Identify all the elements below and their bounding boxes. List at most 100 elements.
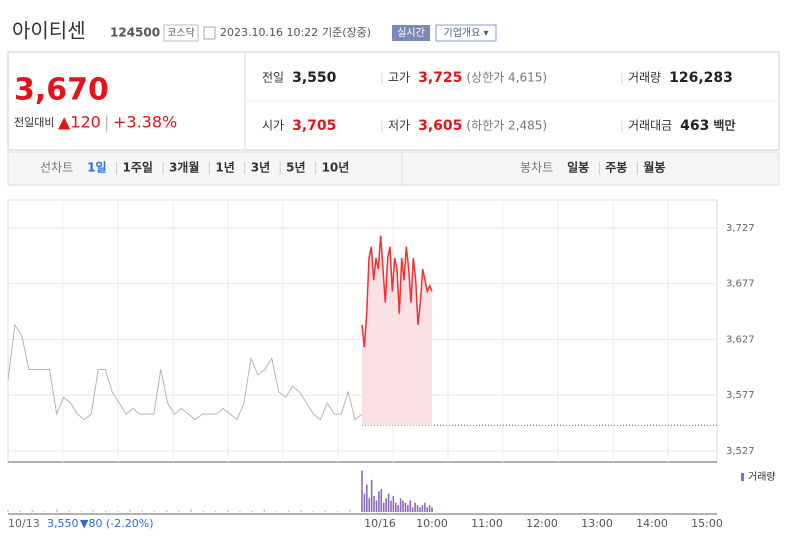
- stock-code: 124500: [110, 26, 160, 40]
- volume-bar: [165, 510, 168, 512]
- x-tick-label: 12:00: [526, 517, 558, 530]
- volume-bar: [336, 511, 339, 512]
- sep: |: [278, 161, 282, 175]
- volume-bar: [426, 507, 428, 512]
- volume-bar: [373, 495, 375, 512]
- sep: |: [207, 161, 211, 175]
- change-pct: +3.38%: [113, 113, 177, 132]
- overview[interactable]: 기업개요 ▾: [444, 26, 489, 39]
- volume-bar: [104, 510, 107, 512]
- volume-bar: [153, 511, 156, 512]
- stat-value: 3,725: [418, 70, 462, 86]
- volume-bar: [419, 507, 421, 512]
- volume-bar: [378, 491, 380, 512]
- volume-bar: [117, 511, 119, 512]
- stat-label: 거래량: [628, 71, 661, 85]
- volume-bar: [404, 502, 407, 512]
- realtime-box[interactable]: [392, 25, 430, 41]
- volume-bar: [409, 500, 412, 512]
- datetime: 2023.10.16 10:22: [220, 26, 318, 39]
- volume-bar: [324, 510, 327, 512]
- volume-bar: [416, 505, 419, 512]
- y-tick-label: 3,727: [726, 223, 755, 234]
- tab-label: 봉차트: [520, 161, 553, 175]
- overview-box[interactable]: [435, 24, 497, 42]
- volume-bar: [397, 505, 400, 512]
- stat-unit: 백만: [713, 118, 735, 133]
- stock-name: 아이티센: [12, 19, 86, 43]
- price-line: [361, 235, 433, 348]
- stat-value: 3,605: [418, 118, 462, 134]
- volume-bar: [68, 510, 70, 512]
- tab[interactable]: 주봉: [605, 161, 627, 175]
- sep: |: [620, 119, 624, 133]
- volume-bar: [421, 505, 424, 512]
- volume-bar: [202, 511, 205, 512]
- volume-bar: [92, 510, 95, 512]
- volume-bar: [129, 509, 131, 512]
- tab[interactable]: 1년: [215, 161, 234, 175]
- x-tick-label: 11:00: [471, 517, 503, 530]
- tab[interactable]: 5년: [286, 161, 305, 175]
- volume-bar: [368, 498, 371, 512]
- volume-bar: [7, 509, 9, 512]
- volume-bar: [275, 511, 278, 512]
- prev-date: 10/13: [8, 517, 40, 530]
- area: [362, 235, 432, 426]
- volume-bar: [287, 510, 290, 512]
- change: ▲120: [58, 113, 101, 132]
- volume-bar: [411, 507, 414, 512]
- tab[interactable]: 1주일: [123, 161, 153, 175]
- volume-bar: [390, 500, 392, 512]
- volume-bar: [56, 509, 58, 512]
- tab[interactable]: 1일: [87, 161, 106, 175]
- volume-bar: [392, 495, 395, 512]
- price-line: [7, 323, 363, 421]
- tab[interactable]: 3년: [251, 161, 270, 175]
- change-label: 전일대비: [14, 115, 54, 129]
- y-tick-label: 3,527: [726, 446, 755, 457]
- calendar-icon: [203, 26, 216, 40]
- stat-label: 거래대금: [628, 119, 672, 133]
- tab[interactable]: 일봉: [567, 161, 589, 175]
- tab[interactable]: 3개월: [169, 160, 199, 175]
- stat-label: 전일: [262, 71, 284, 85]
- stat-value: 3,705: [292, 118, 336, 134]
- volume-bar: [370, 479, 373, 512]
- x-tick-label: 15:00: [691, 517, 723, 530]
- stat-label: 시가: [262, 119, 284, 133]
- prev-pct: (-2.20%): [106, 517, 154, 530]
- realtime[interactable]: 실시간: [397, 27, 425, 39]
- x-tick-label: 10/16: [364, 517, 396, 530]
- tab-bar: [7, 151, 780, 186]
- y-tick-label: 3,677: [726, 279, 755, 290]
- sep: |: [620, 71, 624, 85]
- stat-value: 126,283: [669, 70, 733, 86]
- prev-close: 3,550: [47, 517, 79, 530]
- volume-bar: [399, 498, 402, 512]
- volume-bar: [226, 510, 229, 512]
- sep: |: [243, 161, 247, 175]
- volume-bar: [263, 509, 266, 512]
- stat-note: (하한가 2,485): [466, 119, 547, 133]
- volume-bar: [214, 510, 217, 512]
- volume-bar: [402, 500, 404, 512]
- basis: 기준(장중): [322, 26, 371, 39]
- volume-bar: [366, 484, 368, 512]
- market-badge-box: [163, 24, 199, 42]
- prev-change: ▼80: [80, 517, 102, 530]
- y-tick-label: 3,577: [726, 390, 755, 401]
- volume-legend: 거래량: [748, 471, 776, 483]
- volume-bar: [394, 502, 397, 512]
- volume-bar: [380, 489, 383, 512]
- tab[interactable]: 월봉: [643, 160, 665, 175]
- x-tick-label: 10:00: [416, 517, 448, 530]
- sep: |: [380, 119, 384, 133]
- volume-bar: [251, 510, 253, 512]
- y-tick-label: 3,627: [726, 334, 755, 345]
- tab[interactable]: 10년: [322, 161, 350, 175]
- stat-label: 저가: [388, 119, 410, 133]
- volume-bar: [387, 493, 390, 512]
- volume-bar: [385, 498, 387, 512]
